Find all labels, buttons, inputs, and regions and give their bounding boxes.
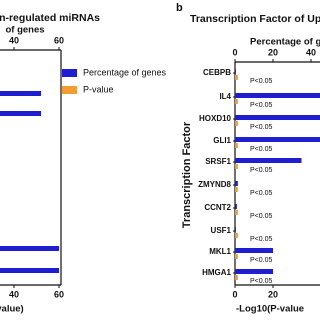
chart-title: Transcription Factor of Up- [190, 13, 320, 25]
chart-title: own-regulated miRNAs [0, 12, 100, 24]
y-tick-label: USF1 [211, 226, 232, 235]
bar [235, 210, 238, 215]
y-tick-label: ZMYND8 [198, 180, 231, 189]
bar [235, 137, 320, 142]
annotation: P<0.05 [250, 124, 272, 131]
x-axis-label: of genes [5, 25, 44, 36]
annotation: P<0.05 [250, 146, 272, 153]
bar [235, 164, 238, 169]
x2-tick-label: 0 [232, 289, 237, 299]
bar [0, 246, 59, 251]
bar [0, 91, 41, 96]
bar [235, 275, 238, 280]
y-tick-label: MKL1 [209, 247, 231, 256]
y-tick-label: CEBPB [203, 68, 231, 77]
bar [235, 233, 238, 238]
bar [235, 115, 320, 120]
bar [235, 181, 238, 186]
bar [235, 187, 238, 192]
bar [235, 269, 273, 274]
annotation: P<0.05 [250, 278, 272, 285]
annotation: P<0.05 [250, 102, 272, 109]
bar [235, 158, 302, 163]
annotation: P<0.05 [250, 167, 272, 174]
legend-label: P-value [83, 84, 114, 94]
bar [0, 111, 41, 116]
x2-axis-label: value) [0, 304, 24, 315]
x2-tick-label: 20 [268, 289, 278, 299]
y-tick-label: HMGA1 [202, 268, 231, 277]
bar [235, 227, 236, 232]
bar [235, 93, 320, 98]
x-tick-label: 40 [9, 35, 19, 45]
bar [0, 268, 59, 273]
panel-label: b [176, 2, 183, 14]
y-tick-label: CCNT2 [204, 203, 231, 212]
x2-tick-label: 40 [9, 289, 19, 299]
legend-swatch [62, 86, 77, 94]
annotation: P<0.05 [250, 257, 272, 264]
bar [235, 254, 238, 259]
y-tick-label: SRSF1 [205, 157, 231, 166]
y-axis-label: Transcription Factor [181, 121, 193, 228]
x-tick-label: 40 [306, 47, 316, 57]
annotation: P<0.05 [250, 236, 272, 243]
y-tick-label: GLI1 [213, 136, 231, 145]
x2-tick-label: 60 [54, 289, 64, 299]
y-tick-label: HOXD10 [199, 114, 232, 123]
y-tick-label: IL4 [219, 92, 231, 101]
bar [235, 99, 238, 104]
x-axis-label: Percentage of g [250, 37, 320, 48]
annotation: P<0.05 [250, 190, 272, 197]
legend-label: Percentage of genes [83, 67, 167, 77]
x-tick-label: 20 [268, 47, 278, 57]
bar [235, 204, 237, 209]
bar [235, 69, 236, 74]
annotation: P<0.05 [250, 213, 272, 220]
bar [235, 248, 273, 253]
x-tick-label: 0 [232, 47, 237, 57]
x-tick-label: 60 [54, 35, 64, 45]
legend-swatch [62, 69, 77, 77]
annotation: P<0.05 [250, 78, 272, 85]
bar [235, 143, 238, 148]
bar [235, 75, 238, 80]
bar [235, 121, 238, 126]
x2-axis-label: -Log10(P-value [236, 304, 304, 315]
